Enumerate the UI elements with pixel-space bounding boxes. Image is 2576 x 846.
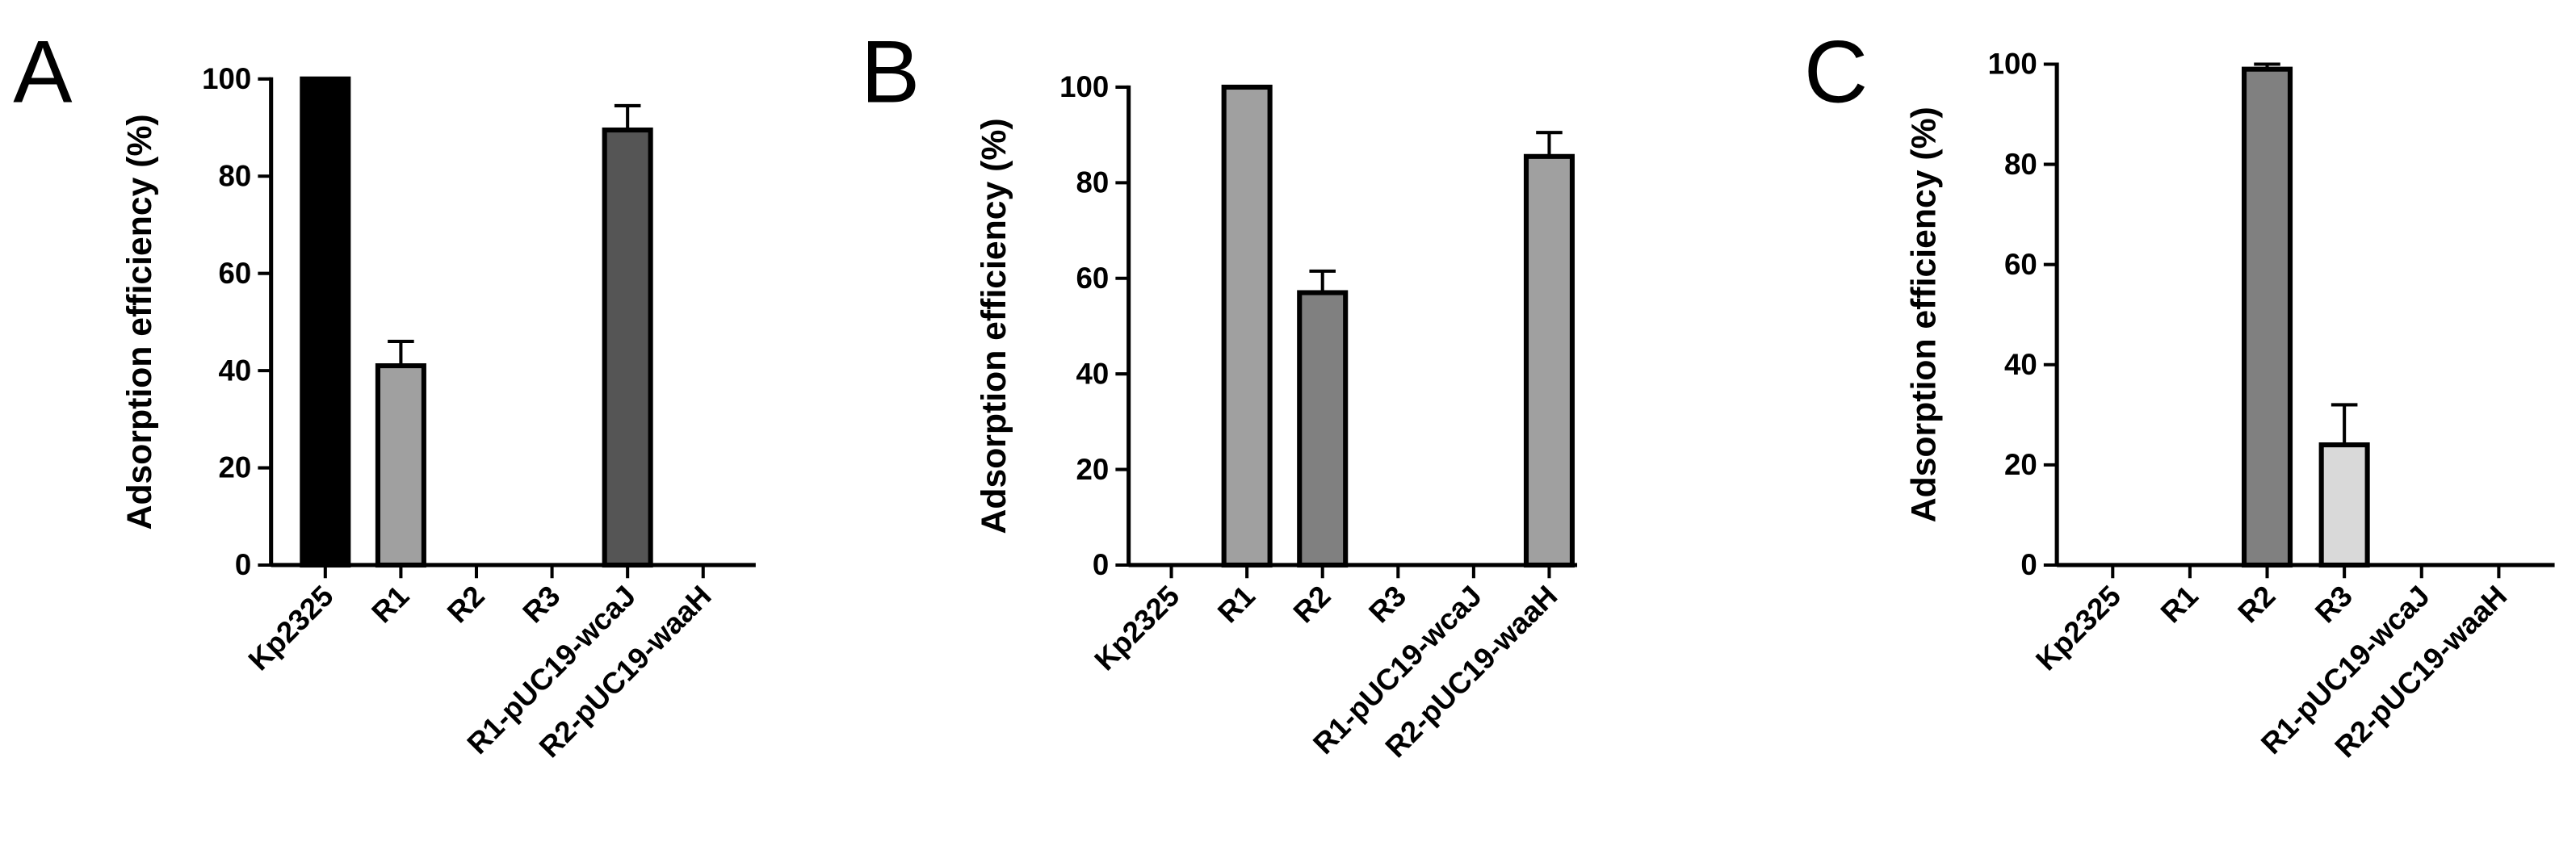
error-bar	[614, 103, 641, 131]
y-tick-label: 80	[2004, 148, 2037, 181]
y-tick-label: 60	[219, 257, 252, 290]
error-bar	[388, 339, 414, 366]
x-tick-label: R2	[2231, 579, 2281, 629]
y-tick-label: 100	[1059, 70, 1109, 103]
y-tick-label: 0	[235, 548, 251, 581]
error-bar	[1309, 269, 1336, 293]
y-tick-label: 20	[2004, 448, 2037, 481]
y-tick-label: 80	[219, 159, 252, 192]
x-tick-label: R2	[441, 579, 491, 629]
panel-label: B	[861, 23, 920, 121]
x-tick-label: R3	[2309, 579, 2359, 629]
y-tick-label: 60	[2004, 248, 2037, 281]
x-tick-label: R1	[2154, 579, 2205, 629]
y-tick-label: 100	[1988, 48, 2037, 81]
y-tick-label: 40	[2004, 348, 2037, 381]
panel-label: A	[13, 23, 73, 121]
error-bar	[1536, 131, 1563, 157]
x-tick-label: Kp2325	[242, 579, 340, 676]
bar	[1523, 153, 1575, 568]
y-tick-label: 40	[219, 354, 252, 387]
x-tick-label: Kp2325	[1088, 579, 1185, 676]
x-tick-label: R1	[1211, 579, 1261, 629]
bar	[602, 127, 653, 568]
y-tick-label: 20	[1076, 453, 1110, 486]
bar	[2318, 442, 2370, 568]
x-tick-label: R1	[365, 579, 415, 629]
x-tick-label: R2	[1286, 579, 1336, 629]
y-tick-label: 20	[219, 451, 252, 484]
y-axis-label: Adsorption efficiency (%)	[1905, 107, 1944, 522]
x-tick-label: R3	[516, 579, 566, 629]
error-bar	[2331, 403, 2358, 446]
y-tick-label: 0	[1093, 548, 1109, 581]
x-tick-label: Kp2325	[2029, 579, 2127, 676]
bar	[2241, 66, 2293, 568]
y-axis-label: Adsorption efficiency (%)	[120, 114, 159, 530]
panel-label: C	[1804, 23, 1868, 121]
bar	[1221, 84, 1273, 568]
y-tick-label: 100	[202, 62, 251, 95]
y-axis-label: Adsorption efficiency (%)	[975, 118, 1013, 534]
y-tick-label: 40	[1076, 357, 1110, 390]
y-tick-label: 0	[2020, 548, 2037, 581]
y-tick-label: 80	[1076, 166, 1110, 199]
bar	[375, 363, 426, 568]
bar	[1297, 290, 1349, 568]
x-tick-label: R3	[1362, 579, 1412, 629]
y-tick-label: 60	[1076, 262, 1110, 295]
bar	[300, 76, 351, 568]
